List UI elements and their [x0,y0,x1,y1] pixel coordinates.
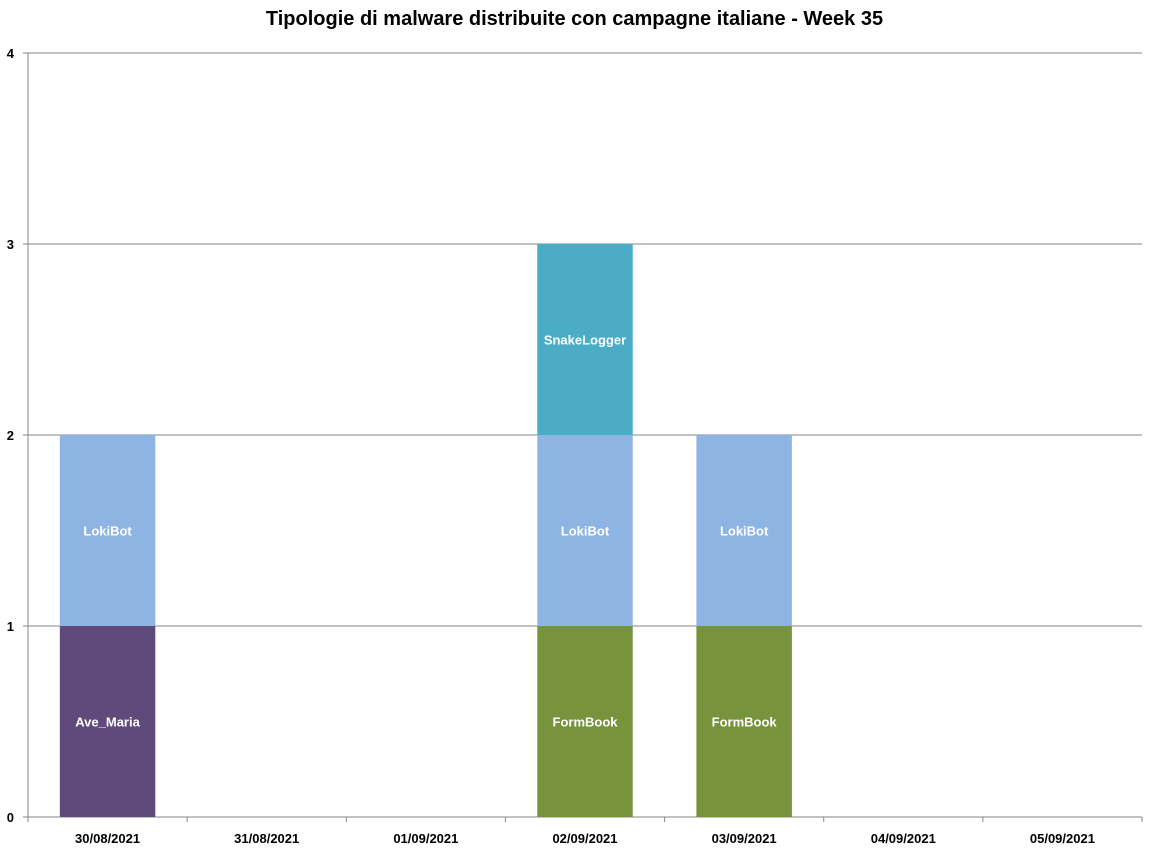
x-tick-label: 02/09/2021 [552,831,617,846]
y-tick-label: 3 [7,237,14,252]
y-tick-label: 4 [7,46,15,61]
x-tick-label: 03/09/2021 [712,831,777,846]
x-tick-label: 30/08/2021 [75,831,140,846]
bar-segment [696,626,792,817]
y-tick-label: 1 [7,619,14,634]
bar-segment [696,435,792,626]
data-label: FormBook [553,715,619,730]
bar-segment [59,435,156,626]
x-tick-label: 05/09/2021 [1030,831,1095,846]
y-tick-label: 0 [7,810,14,825]
x-tick-label: 01/09/2021 [393,831,458,846]
x-tick-label: 04/09/2021 [871,831,936,846]
data-label: LokiBot [720,524,769,539]
bar-segment [59,626,156,817]
bar-segment [537,244,633,435]
data-label: SnakeLogger [544,333,626,348]
data-label: Ave_Maria [75,715,140,730]
data-label: LokiBot [83,524,132,539]
data-label: LokiBot [561,524,610,539]
data-label: FormBook [712,715,778,730]
y-tick-label: 2 [7,428,14,443]
chart-title: Tipologie di malware distribuite con cam… [265,8,884,30]
x-tick-label: 31/08/2021 [234,831,299,846]
bar-segment [537,626,633,817]
bar-segment [537,435,633,626]
